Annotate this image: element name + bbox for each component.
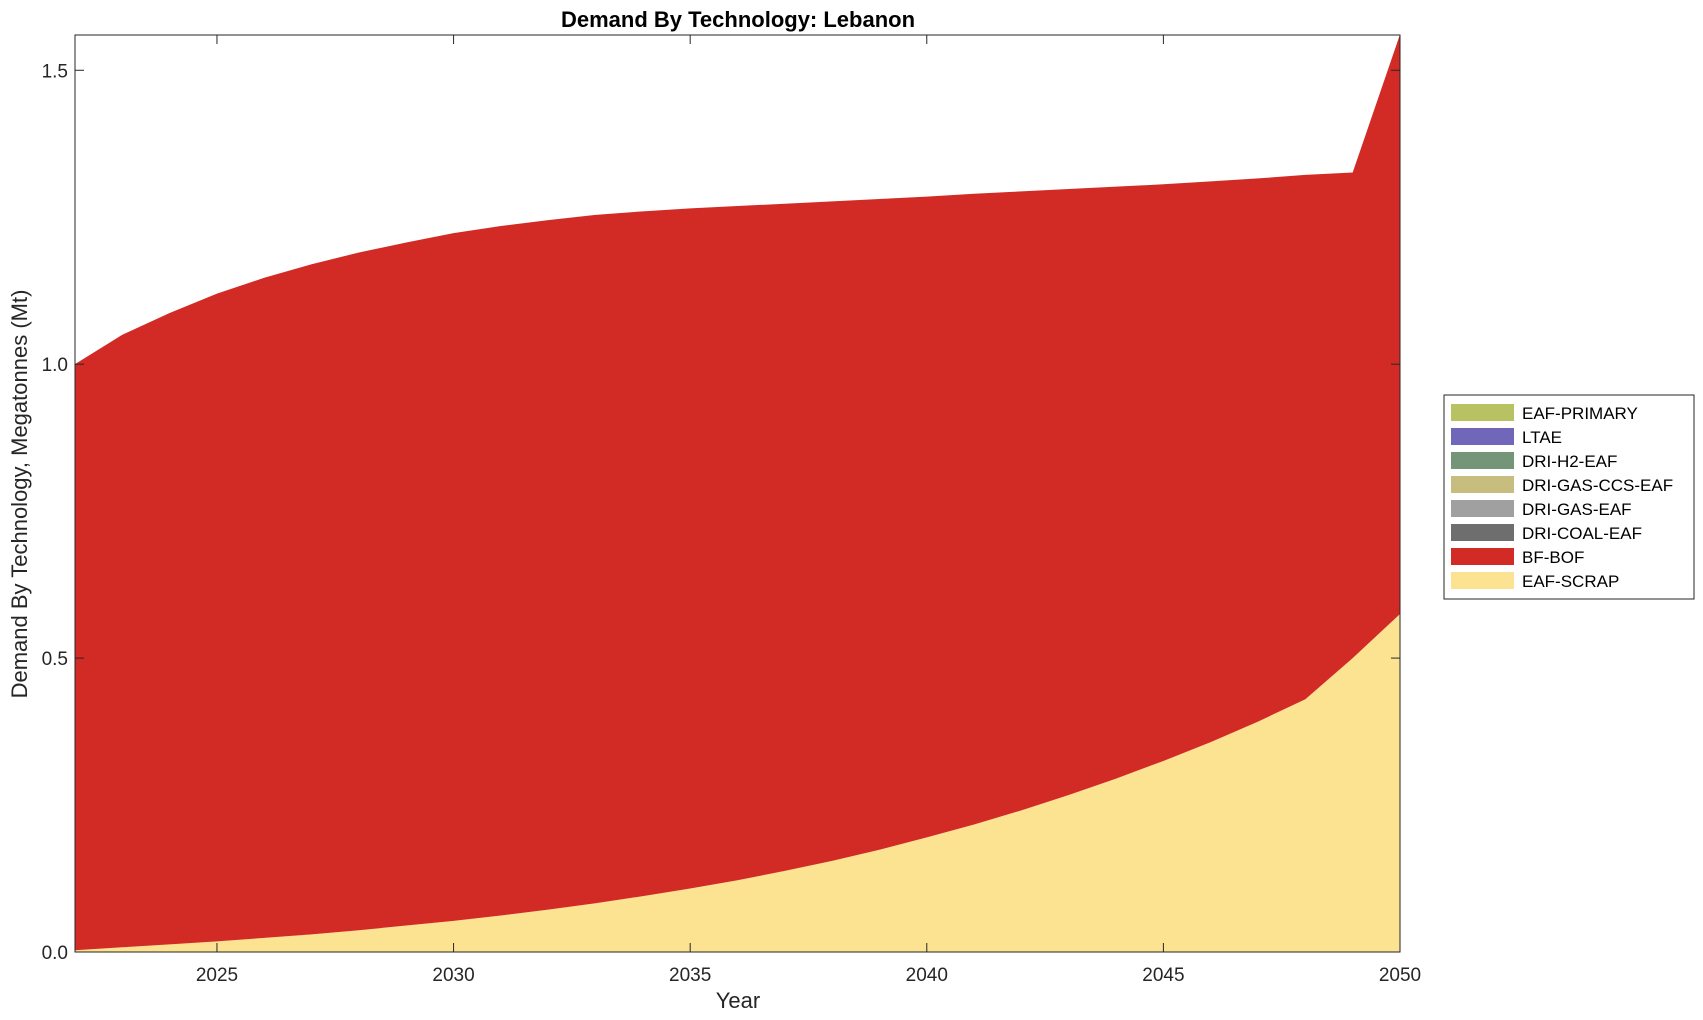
y-tick-label: 1.5 [42,61,68,82]
area-eaf-scrap [75,614,1400,952]
legend-swatch-dri-coal-eaf [1451,524,1514,541]
legend-label-dri-gas-ccs-eaf: DRI-GAS-CCS-EAF [1522,476,1673,495]
legend-swatch-ltae [1451,428,1514,445]
legend-swatch-bf-bof [1451,548,1514,565]
axes-layer: 2025 2030 2035 2040 2045 2050 0.0 0.5 1.0 1.5 [42,34,1421,986]
legend-box [1443,394,1695,600]
legend-label-dri-coal-eaf: DRI-COAL-EAF [1522,524,1642,543]
legend-label-dri-gas-eaf: DRI-GAS-EAF [1522,500,1632,519]
legend-swatch-dri-gas-ccs-eaf [1451,476,1514,493]
legend-label-eaf-primary: EAF-PRIMARY [1522,404,1638,423]
x-tick-label: 2030 [432,965,474,986]
chart-title: Demand By Technology: Lebanon [561,7,915,32]
x-tick-label: 2045 [1142,965,1184,986]
y-axis-label: Demand By Technology, Megatonnes (Mt) [7,290,32,699]
x-tick-label: 2040 [906,965,948,986]
legend-swatch-eaf-scrap [1451,572,1514,589]
y-tick-label: 0.5 [42,649,68,670]
legend-label-bf-bof: BF-BOF [1522,548,1584,567]
legend-swatch-dri-gas-eaf [1451,500,1514,517]
legend-swatch-eaf-primary [1451,404,1514,421]
x-tick-label: 2050 [1379,965,1421,986]
x-tick-label: 2025 [196,965,238,986]
legend-swatch-dri-h2-eaf [1451,452,1514,469]
y-tick-label: 1.0 [42,355,68,376]
y-tick-label: 0.0 [42,943,68,964]
legend-label-ltae: LTAE [1522,428,1562,447]
x-axis-label: Year [716,988,760,1013]
plot-frame [74,34,1401,953]
legend-label-eaf-scrap: EAF-SCRAP [1522,572,1619,591]
legend-label-dri-h2-eaf: DRI-H2-EAF [1522,452,1617,471]
x-tick-label: 2035 [669,965,711,986]
areas-layer [75,34,1400,952]
area-bf-bof [75,34,1400,951]
legend: EAF-PRIMARY LTAE DRI-H2-EAF DRI-GAS-CCS-EAF… [1443,394,1695,600]
